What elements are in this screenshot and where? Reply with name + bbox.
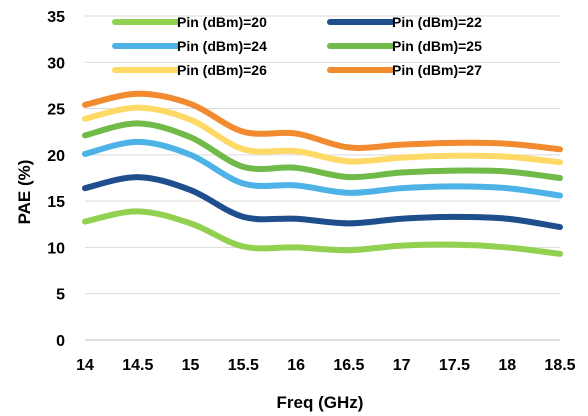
legend: Pin (dBm)=20 Pin (dBm)=22 Pin (dBm)=24 Pin … xyxy=(112,14,482,78)
y-tick-label-7: 35 xyxy=(47,9,65,26)
x-tick-label-6: 17 xyxy=(393,357,411,374)
legend-label-3: Pin (dBm)=25 xyxy=(392,38,482,54)
x-tick-label-0: 14 xyxy=(76,357,94,374)
y-tick-label-1: 5 xyxy=(56,287,65,304)
y-tick-label-2: 10 xyxy=(47,240,65,257)
x-tick-label-2: 15 xyxy=(182,357,200,374)
tick-labels: 0 5 10 15 20 25 30 35 14 14.5 15 15.5 16 16.5 17 17.5 18… xyxy=(47,9,575,374)
x-tick-label-5: 16.5 xyxy=(333,357,364,374)
y-tick-label-0: 0 xyxy=(56,333,65,350)
y-tick-label-6: 30 xyxy=(47,55,65,72)
y-axis-label: PAE (%) xyxy=(15,160,34,225)
y-tick-label-5: 25 xyxy=(47,102,65,119)
series-line-2 xyxy=(82,138,563,199)
series-line-1 xyxy=(82,174,563,231)
y-tick-label-3: 15 xyxy=(47,194,65,211)
series-line-0 xyxy=(82,208,563,257)
x-tick-label-9: 18.5 xyxy=(544,357,575,374)
legend-label-0: Pin (dBm)=20 xyxy=(177,14,267,30)
series-line-5 xyxy=(82,90,563,153)
x-tick-label-8: 18 xyxy=(498,357,516,374)
y-tick-label-4: 20 xyxy=(47,148,65,165)
legend-label-5: Pin (dBm)=27 xyxy=(392,62,482,78)
x-tick-label-1: 14.5 xyxy=(122,357,153,374)
series-lines xyxy=(82,90,563,257)
x-tick-label-7: 17.5 xyxy=(439,357,470,374)
series-line-3 xyxy=(82,120,563,181)
legend-label-1: Pin (dBm)=22 xyxy=(392,14,482,30)
x-tick-label-3: 15.5 xyxy=(228,357,259,374)
legend-label-4: Pin (dBm)=26 xyxy=(177,62,267,78)
x-axis-label: Freq (GHz) xyxy=(277,393,364,412)
legend-label-2: Pin (dBm)=24 xyxy=(177,38,267,54)
series-line-4 xyxy=(82,104,563,166)
x-tick-label-4: 16 xyxy=(287,357,305,374)
